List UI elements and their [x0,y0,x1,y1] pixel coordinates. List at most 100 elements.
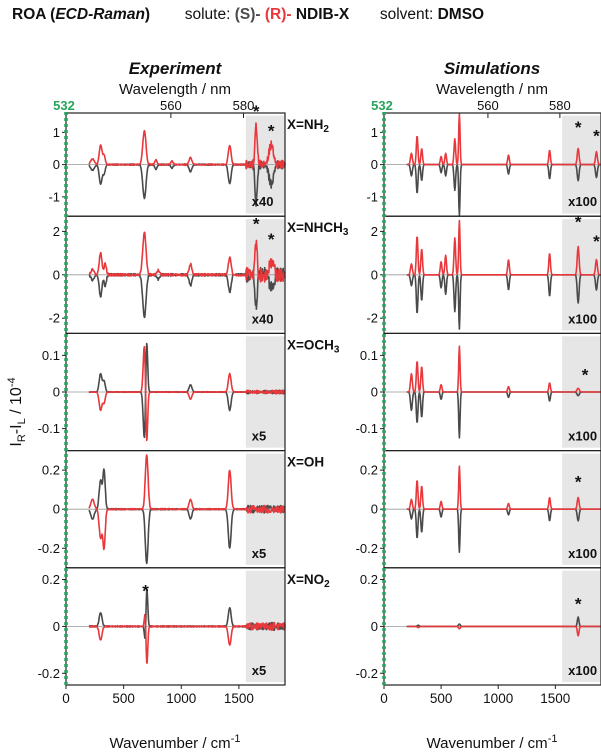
panel: 0.2 0 -0.2 x100 * [356,567,601,686]
roa-title: ROA (ECD-Raman) [12,6,150,23]
x-tick-label: 0 [380,691,388,706]
peak-marker: * [253,215,260,234]
substituent-label: X=NH2 [287,117,329,135]
y-tick-label: 2 [53,224,60,239]
y-tick-label: -0.2 [38,541,60,556]
y-tick-label: 0.2 [360,463,378,478]
panel: 0.2 0 -0.2 x100 * [356,450,601,569]
y-tick-label: 2 [371,224,378,239]
series-r-line [406,219,601,276]
y-tick-label: 0 [371,619,378,634]
scale-factor-label: x40 [252,311,274,326]
substituent-label: X=NHCH3 [287,220,349,238]
y-tick-label: -0.2 [356,666,378,681]
scale-factor-label: x100 [568,194,597,209]
y-tick-label: -1 [366,189,378,204]
solute-label: solute: [184,6,231,23]
x-axis-label: Wavenumber / cm-1 [110,733,241,752]
y-tick-label: 0 [53,385,60,400]
peak-marker: * [253,102,260,121]
panel: 2 0 -2 x100 * * [366,212,601,334]
scale-factor-label: x40 [252,194,274,209]
panel: 0.1 0 -0.1 x100 * [356,332,601,452]
y-tick-label: 0.2 [42,572,60,587]
y-tick-label: -0.2 [356,541,378,556]
x-axis-label: Wavenumber / cm-1 [427,733,558,752]
panel: 1 0 -1 x40 * * X=NH2 [48,102,329,217]
top-tick-label: 560 [160,98,182,113]
r-label: (R)- [264,6,292,23]
x-tick-label: 1000 [483,691,513,706]
solvent-label: solvent: [379,6,434,23]
scale-factor-label: x100 [568,429,597,444]
y-tick-label: 0 [53,502,60,517]
chart-title: Simulations [444,59,540,78]
top-tick-label: 580 [233,98,255,113]
y-tick-label: 0 [371,157,378,172]
y-tick-label: 0 [371,502,378,517]
panel: 2 0 -2 x40 * * X=NHCH3 [48,215,349,334]
substituent-label: X=OCH3 [287,337,340,355]
y-tick-label: 0 [371,385,378,400]
series-r-line [406,345,601,393]
figure-header: ROA (ECD-Raman) solute: (S)- (R)- NDIB-X… [12,6,592,30]
s-label: (S)- [234,6,261,23]
y-tick-label: 0.1 [42,348,60,363]
series-r-line [406,625,601,637]
scale-factor-label: x5 [252,546,266,561]
panel: 0.1 0 -0.1 x5 X=OCH3 [38,332,340,452]
top-axis-label: Wavelength / nm [436,81,548,98]
series-r-line [88,122,286,170]
x-tick-label: 1500 [540,691,570,706]
y-tick-label: 0.2 [360,572,378,587]
substituent-label: X=OH [287,455,324,470]
y-tick-label: 0 [53,157,60,172]
roa-prefix: ROA ( [12,6,56,23]
y-tick-label: 0 [53,267,60,282]
panel: 1 0 -1 x100 * * [366,112,601,217]
series-r-line [406,465,601,510]
series-r-line [88,345,286,442]
substituent-label: X=NO2 [287,572,330,590]
y-tick-label: -0.2 [38,666,60,681]
series-r-line [88,613,286,664]
simulations-chart: Simulations Wavelength / nm 532 560 580 1 0 -1 x… [356,59,601,752]
chart-title: Experiment [129,59,223,78]
peak-marker: * [142,582,149,601]
panel: 0.2 0 -0.2 x5 X=OH [38,450,324,569]
peak-marker: * [575,473,582,492]
peak-marker: * [575,212,582,231]
top-tick-label: 560 [477,98,499,113]
scale-factor-label: x5 [252,429,266,444]
top-axis-label: Wavelength / nm [119,81,231,98]
solvent-name: DMSO [437,6,485,23]
y-tick-label: -0.1 [38,421,60,436]
roa-suffix: ) [144,6,151,23]
peak-marker: * [575,118,582,137]
peak-marker: * [575,595,582,614]
scale-factor-label: x100 [568,546,597,561]
experiment-chart: Experiment Wavelength / nm 532 560 580 1 0 -1 x4… [6,59,349,752]
peak-marker: * [593,232,600,251]
y-tick-label: 0 [371,267,378,282]
panel: 0.2 0 -0.2 x5 * X=NO2 [38,567,330,686]
y-tick-label: -1 [48,189,60,204]
y-tick-label: -2 [366,311,378,326]
compound-name: NDIB-X [295,6,350,23]
x-tick-label: 500 [430,691,453,706]
y-tick-label: 1 [53,125,60,140]
peak-marker: * [268,121,275,140]
y-tick-label: -0.1 [356,421,378,436]
y-tick-label: -2 [48,311,60,326]
y-axis-label: IR-IL / 10-4 [6,377,28,446]
y-tick-label: 0 [53,619,60,634]
y-tick-label: 0.1 [360,348,378,363]
top-tick-label: 580 [549,98,571,113]
scale-factor-label: x100 [568,311,597,326]
scale-factor-label: x100 [568,663,597,678]
x-tick-label: 1000 [166,691,196,706]
series-r-line [88,231,286,283]
peak-marker: * [582,366,589,385]
y-tick-label: 0.2 [42,463,60,478]
